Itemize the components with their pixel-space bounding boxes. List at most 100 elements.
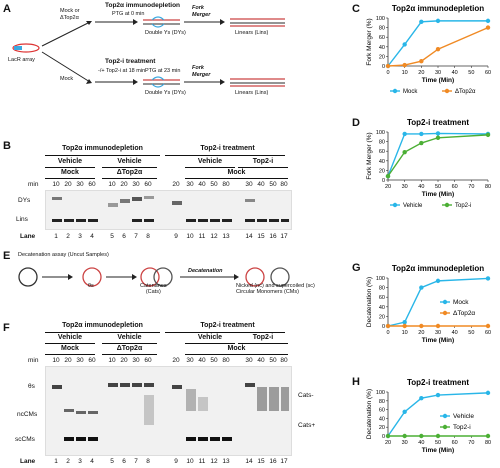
catenane-icon-b <box>153 267 173 287</box>
lane-number: 5 <box>110 233 114 240</box>
data-point <box>435 18 441 24</box>
y-tick-label: 40 <box>379 159 385 165</box>
data-point <box>419 131 424 137</box>
data-point <box>419 59 424 64</box>
lane-number: 3 <box>78 233 82 240</box>
series-line <box>387 134 489 177</box>
x-tick-label: 30 <box>402 184 408 190</box>
time-label: 60 <box>88 357 96 364</box>
time-label: 20 <box>120 181 128 188</box>
lane-number: 4 <box>90 458 94 465</box>
plus-minus-top2i-label: -/+ Top2-i at 18 min <box>98 68 146 74</box>
time-label: 30 <box>245 357 253 364</box>
data-point <box>485 390 491 396</box>
legend-marker <box>444 202 450 208</box>
b-vehicle-1: Vehicle <box>57 158 83 165</box>
x-axis-label: Time (Min) <box>422 77 454 84</box>
data-point <box>435 135 441 140</box>
plasmid-icon <box>12 43 40 53</box>
time-label: 30 <box>186 181 194 188</box>
lane-number: 3 <box>78 458 82 465</box>
b-dys-label: DYs <box>18 197 31 204</box>
lane-number: 16 <box>269 458 277 465</box>
lane-number: 14 <box>245 458 253 465</box>
y-tick-label: 100 <box>376 390 385 396</box>
data-point <box>385 63 391 69</box>
top2-immunodepletion-title-a: Top2α immunodepletion <box>105 2 181 9</box>
y-tick-label: 80 <box>379 26 385 32</box>
lane-number: 5 <box>110 458 114 465</box>
legend-label: Vehicle <box>403 203 423 209</box>
series-line <box>387 277 489 327</box>
chart-title: Top2α immunodepletion <box>392 264 484 273</box>
y-tick-label: 20 <box>379 425 385 431</box>
lane-number: 6 <box>122 458 126 465</box>
monomer-icon-b <box>270 267 290 287</box>
time-label: 20 <box>64 181 72 188</box>
x-tick-label: 80 <box>485 184 491 190</box>
y-tick-label: 20 <box>379 54 385 60</box>
time-label: 30 <box>245 181 253 188</box>
lane-number: 13 <box>222 458 230 465</box>
double-ys-label-bottom: Double Ys (DYs) <box>145 90 186 96</box>
data-point <box>402 433 407 439</box>
x-axis-label: Time (Min) <box>422 337 454 344</box>
b-mock-2: Mock <box>227 169 246 176</box>
y-tick-label: 60 <box>379 408 385 414</box>
f-group2-title: Top2-i treatment <box>200 322 255 329</box>
data-point <box>435 323 441 329</box>
time-label: 30 <box>132 357 140 364</box>
time-label: 20 <box>172 357 180 364</box>
x-axis-label: Time (Min) <box>422 191 454 198</box>
panel-letter-g: G <box>352 262 361 274</box>
x-tick-label: 50 <box>468 330 474 336</box>
lane-number: 17 <box>280 458 288 465</box>
legend-label: Top2-i <box>455 203 471 209</box>
y-tick-label: 40 <box>379 416 385 422</box>
x-tick-label: 50 <box>468 70 474 76</box>
ptg-top-label: PTG at 0 min <box>112 11 145 17</box>
fork-merger-label-bottom: Fork Merger <box>192 65 211 78</box>
time-label: 80 <box>222 181 230 188</box>
x-tick-label: 20 <box>385 440 391 446</box>
time-label: 40 <box>257 181 265 188</box>
x-tick-label: 30 <box>402 440 408 446</box>
data-point <box>402 42 407 47</box>
y-tick-label: 0 <box>382 324 385 330</box>
time-label: 10 <box>108 357 116 364</box>
lane-number: 11 <box>198 233 206 240</box>
gel-f <box>45 366 292 456</box>
lane-number: 15 <box>257 458 265 465</box>
mock-or-delta-label: Mock or ΔTop2α <box>60 8 80 21</box>
replication-fork-bottom <box>143 76 180 88</box>
f-delta: ΔTop2α <box>116 345 143 352</box>
y-axis-label: Fork Merger (%) <box>366 132 373 179</box>
panel-letter-h: H <box>352 376 360 388</box>
lane-number: 6 <box>122 233 126 240</box>
lane-number: 12 <box>210 458 218 465</box>
panel-letter-e: E <box>3 250 11 262</box>
x-tick-label: 20 <box>418 70 424 76</box>
lane-number: 8 <box>146 458 150 465</box>
y-tick-label: 20 <box>379 168 385 174</box>
ptg-bottom-label: PTG at 23 min <box>145 68 181 74</box>
y-tick-label: 80 <box>379 140 385 146</box>
y-tick-label: 40 <box>379 45 385 51</box>
time-label: 50 <box>269 357 277 364</box>
data-point <box>402 131 407 137</box>
data-point <box>402 149 407 155</box>
lacr-array-label: LacR array <box>8 57 35 63</box>
legend-marker <box>442 299 448 305</box>
e-theta-label: θs <box>88 283 94 289</box>
time-label: 10 <box>52 357 60 364</box>
top2i-treatment-title-a: Top2-i treatment <box>105 58 156 65</box>
x-tick-label: 10 <box>402 70 408 76</box>
f-mock-1: Mock <box>61 345 79 352</box>
data-point <box>419 285 424 290</box>
time-label: 30 <box>186 357 194 364</box>
time-label: 60 <box>144 181 152 188</box>
lane-number: 1 <box>54 458 58 465</box>
f-ncms-label: ncCMs <box>17 411 38 418</box>
lane-number: 12 <box>210 233 218 240</box>
